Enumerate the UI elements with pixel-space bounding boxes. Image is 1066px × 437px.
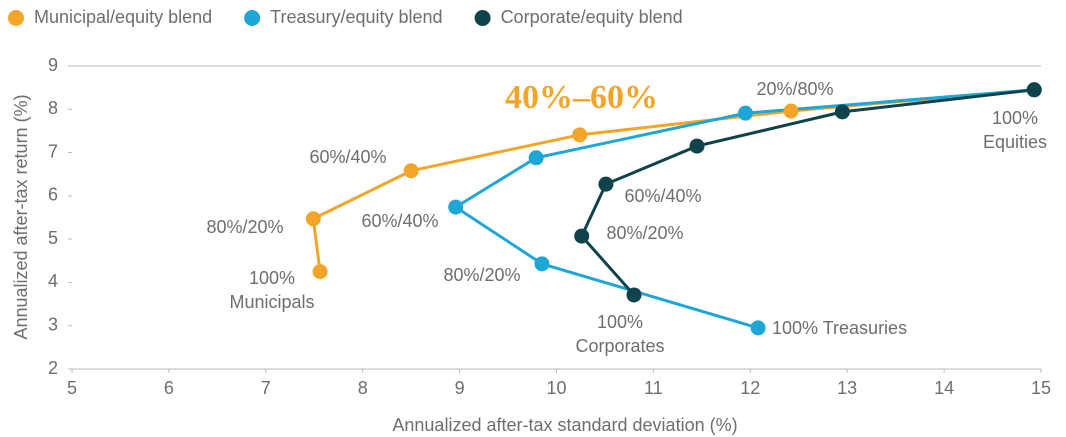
x-tick-label: 6 [164, 378, 174, 398]
series-line [452, 88, 1035, 330]
annotation: Corporates [575, 336, 664, 356]
annotation: 80%/20% [206, 217, 283, 237]
x-tick-label: 8 [358, 378, 368, 398]
annotation: 20%/80% [756, 79, 833, 99]
annotation: Municipals [229, 292, 314, 312]
annotation: 60%/40% [624, 186, 701, 206]
y-tick-label: 5 [48, 228, 58, 248]
legend-marker [474, 10, 491, 26]
x-tick-label: 10 [546, 378, 566, 398]
x-tick-label: 15 [1031, 378, 1051, 398]
legend-label: Treasury/equity blend [270, 7, 442, 27]
point [528, 150, 544, 166]
point [834, 104, 850, 120]
y-tick-label: 9 [48, 55, 58, 75]
y-tick-label: 7 [48, 141, 58, 161]
x-tick-label: 13 [837, 378, 857, 398]
point [574, 228, 590, 244]
point [448, 199, 464, 215]
point [305, 211, 321, 227]
point [783, 103, 799, 119]
x-tick-label: 7 [261, 378, 271, 398]
y-tick-label: 2 [48, 358, 58, 378]
annotation: 80%/20% [606, 223, 683, 243]
x-axis-label: Annualized after-tax standard deviation … [392, 415, 737, 435]
point [534, 256, 550, 272]
annotation: 100% [992, 108, 1038, 128]
x-tick-label: 9 [455, 378, 465, 398]
point [572, 127, 588, 143]
point [403, 163, 419, 179]
point [598, 176, 614, 192]
legend-marker [244, 10, 261, 26]
legend-marker [8, 10, 24, 26]
y-tick-label: 3 [48, 314, 58, 334]
point [750, 320, 766, 336]
annotation: 100% Treasuries [772, 318, 907, 338]
x-tick-label: 14 [934, 378, 954, 398]
point [737, 105, 753, 121]
annotation: 60%/40% [361, 211, 438, 231]
series-line [579, 88, 1035, 296]
annotation: Equities [983, 132, 1047, 152]
legend-label: Municipal/equity blend [34, 7, 212, 27]
point [1026, 82, 1042, 98]
y-axis-label: Annualized after-tax return (%) [11, 94, 31, 339]
legend-label: Corporate/equity blend [501, 7, 683, 27]
annotation: 100% [597, 312, 643, 332]
annotation: 80%/20% [443, 265, 520, 285]
annotation: 100% [249, 268, 295, 288]
x-tick-label: 12 [740, 378, 760, 398]
series-line [311, 88, 1035, 272]
x-tick-label: 11 [644, 378, 663, 398]
point [626, 287, 642, 303]
x-tick-label: 5 [67, 378, 77, 398]
annotation: 40%–60% [505, 79, 658, 116]
y-tick-label: 6 [48, 185, 58, 205]
annotation: 60%/40% [309, 147, 386, 167]
y-tick-label: 8 [48, 98, 58, 118]
y-tick-label: 4 [48, 271, 58, 291]
point [689, 138, 705, 154]
point [312, 264, 328, 280]
